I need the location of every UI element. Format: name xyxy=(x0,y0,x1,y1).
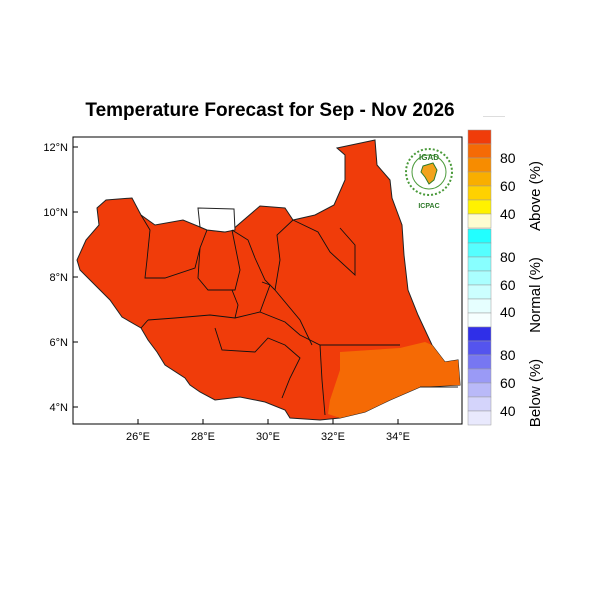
colorbar-swatch xyxy=(467,410,492,426)
colorbar-above xyxy=(467,129,492,229)
colorbar-below-title: Below (%) xyxy=(527,359,544,427)
map-title: Temperature Forecast for Sep - Nov 2026 xyxy=(85,100,455,121)
lat-tick-label: 6°N xyxy=(50,337,69,349)
colorbar-above-label: 40 xyxy=(500,206,516,222)
colorbar-swatch xyxy=(467,157,492,173)
southeast-region xyxy=(328,342,460,418)
colorbar-swatch xyxy=(467,368,492,384)
lat-tick-label: 8°N xyxy=(50,272,69,284)
colorbar-swatch xyxy=(467,228,492,244)
colorbar-swatch xyxy=(467,185,492,201)
colorbar-swatch xyxy=(467,256,492,272)
axis-ticks xyxy=(73,146,399,424)
colorbar-swatch xyxy=(467,129,492,145)
colorbar-normal-title: Normal (%) xyxy=(527,257,544,333)
colorbar-swatch xyxy=(467,396,492,412)
colorbar-swatch xyxy=(467,213,492,229)
colorbar-normal-label: 40 xyxy=(500,304,516,320)
logo-top-text: IGAD xyxy=(419,153,439,162)
unshaded-area xyxy=(197,207,236,233)
colorbar-swatch xyxy=(467,326,492,342)
colorbar-below-label: 80 xyxy=(500,347,516,363)
colorbar-swatch xyxy=(467,171,492,187)
colorbar-swatch xyxy=(467,143,492,159)
colorbar-swatch xyxy=(467,354,492,370)
colorbar-swatch xyxy=(467,270,492,286)
lat-tick-label: 4°N xyxy=(50,402,69,414)
lon-tick-label: 28°E xyxy=(191,431,215,443)
lat-tick-label: 10°N xyxy=(43,207,68,219)
colorbar-below-label: 40 xyxy=(500,403,516,419)
state-boundaries xyxy=(140,214,400,416)
colorbar-swatch xyxy=(467,340,492,356)
colorbar-below-label: 60 xyxy=(500,375,516,391)
colorbar-swatch xyxy=(467,242,492,258)
colorbar-normal xyxy=(467,228,492,328)
colorbar-swatch xyxy=(467,382,492,398)
lon-tick-label: 30°E xyxy=(256,431,280,443)
title-underline-mark xyxy=(483,116,505,117)
logo-bottom-text: ICPAC xyxy=(418,203,439,210)
lon-tick-label: 32°E xyxy=(321,431,345,443)
igad-icpac-logo: IGAD ICPAC xyxy=(405,148,453,210)
lon-tick-label: 34°E xyxy=(386,431,410,443)
colorbar-below xyxy=(467,326,492,426)
colorbar-swatch xyxy=(467,298,492,314)
colorbar-normal-label: 80 xyxy=(500,249,516,265)
lon-tick-label: 26°E xyxy=(126,431,150,443)
colorbar-above-title: Above (%) xyxy=(527,161,544,231)
colorbar-above-label: 60 xyxy=(500,178,516,194)
colorbar-normal-label: 60 xyxy=(500,277,516,293)
colorbar-above-label: 80 xyxy=(500,150,516,166)
colorbar-swatch xyxy=(467,199,492,215)
lat-tick-label: 12°N xyxy=(43,142,68,154)
colorbar-swatch xyxy=(467,312,492,328)
colorbar-swatch xyxy=(467,284,492,300)
